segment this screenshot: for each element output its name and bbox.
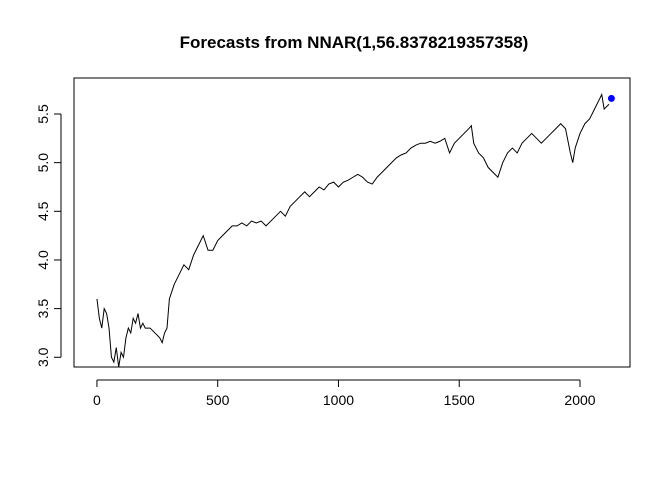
x-tick-label: 500 [206, 392, 230, 408]
y-tick-label: 4.0 [35, 250, 51, 270]
y-tick-label: 3.5 [35, 299, 51, 319]
x-tick-label: 1000 [323, 392, 354, 408]
series-line [96, 92, 610, 368]
forecast-point [607, 94, 615, 102]
y-tick-label: 3.0 [35, 347, 51, 367]
plot-box [73, 77, 631, 368]
chart-title: Forecasts from NNAR(1,56.8378219357358) [180, 33, 529, 52]
y-tick-label: 5.5 [35, 104, 51, 124]
x-tick-label: 1500 [444, 392, 475, 408]
x-tick-label: 2000 [564, 392, 595, 408]
x-tick-label: 0 [93, 392, 101, 408]
y-tick-label: 5.0 [35, 153, 51, 173]
y-tick-label: 4.5 [35, 201, 51, 221]
